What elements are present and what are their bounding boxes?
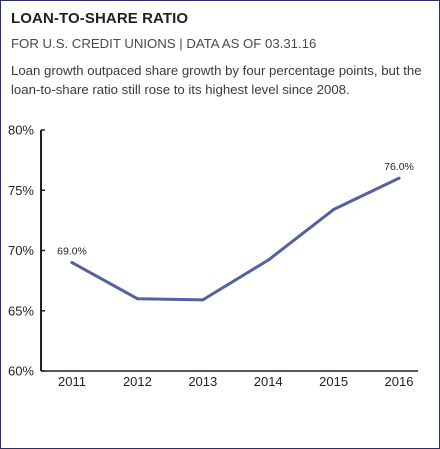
data-label: 76.0% (384, 161, 414, 173)
labels-layer: 69.0% 76.0% (57, 161, 414, 257)
chart-title: LOAN-TO-SHARE RATIO (11, 10, 189, 27)
data-point (70, 261, 74, 265)
x-tick-label: 2015 (319, 374, 348, 389)
x-tick-label: 2013 (188, 374, 217, 389)
series-line (70, 176, 401, 302)
x-tick-label: 2014 (254, 374, 283, 389)
y-tick-label: 75% (8, 183, 34, 198)
y-tick-label: 60% (8, 364, 34, 379)
axes: 60% 65% 70% 75% 80% 2011 2012 2013 2014 2015 2016 (8, 123, 418, 389)
data-point (135, 297, 139, 301)
x-tick-label: 2016 (385, 374, 414, 389)
series-layer (70, 176, 401, 302)
chart-subtitle: FOR U.S. CREDIT UNIONS | DATA AS OF 03.3… (11, 36, 317, 51)
y-tick-label: 65% (8, 303, 34, 318)
chart-description: Loan growth outpaced share growth by fou… (11, 63, 422, 97)
data-point (397, 176, 401, 180)
data-point (201, 298, 205, 302)
data-point (332, 208, 336, 212)
y-tick-label: 80% (8, 123, 34, 138)
y-tick-label: 70% (8, 243, 34, 258)
data-point (266, 258, 270, 262)
data-label: 69.0% (57, 246, 87, 258)
x-tick-label: 2012 (123, 374, 152, 389)
x-tick-label: 2011 (58, 374, 86, 389)
